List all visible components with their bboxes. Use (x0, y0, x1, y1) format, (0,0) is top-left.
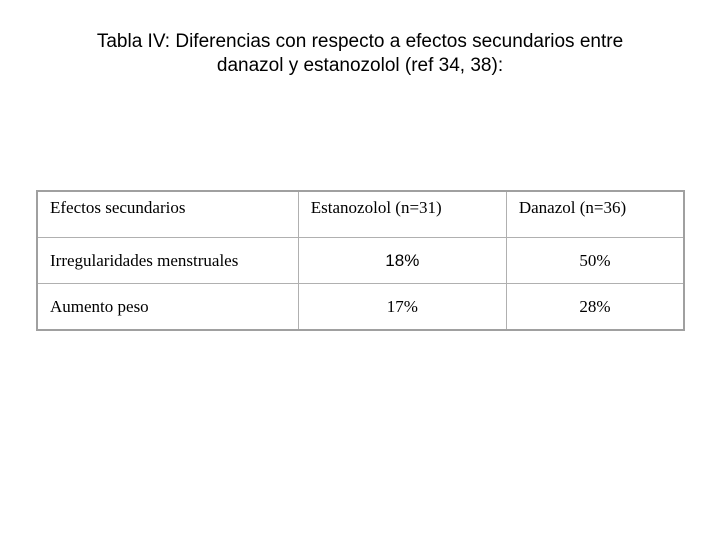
table-row: Irregularidades menstruales 18% 50% (36, 237, 685, 284)
header-estanozolol: Estanozolol (n=31) (297, 190, 507, 238)
row-label: Aumento peso (36, 283, 299, 331)
header-efectos-secundarios: Efectos secundarios (36, 190, 299, 238)
side-effects-table: Efectos secundarios Estanozolol (n=31) D… (36, 190, 685, 331)
danazol-value: 28% (505, 283, 685, 331)
danazol-value: 50% (505, 237, 685, 284)
estanozolol-value: 18% (297, 237, 507, 284)
page-title: Tabla IV: Diferencias con respecto a efe… (0, 30, 720, 78)
table-row: Aumento peso 17% 28% (36, 283, 685, 331)
table-header-row: Efectos secundarios Estanozolol (n=31) D… (36, 190, 685, 238)
title-line-2: danazol y estanozolol (ref 34, 38): (216, 55, 504, 76)
estanozolol-value: 17% (297, 283, 507, 331)
header-danazol: Danazol (n=36) (505, 190, 685, 238)
row-label: Irregularidades menstruales (36, 237, 299, 284)
title-line-1: Tabla IV: Diferencias con respecto a efe… (96, 31, 624, 52)
